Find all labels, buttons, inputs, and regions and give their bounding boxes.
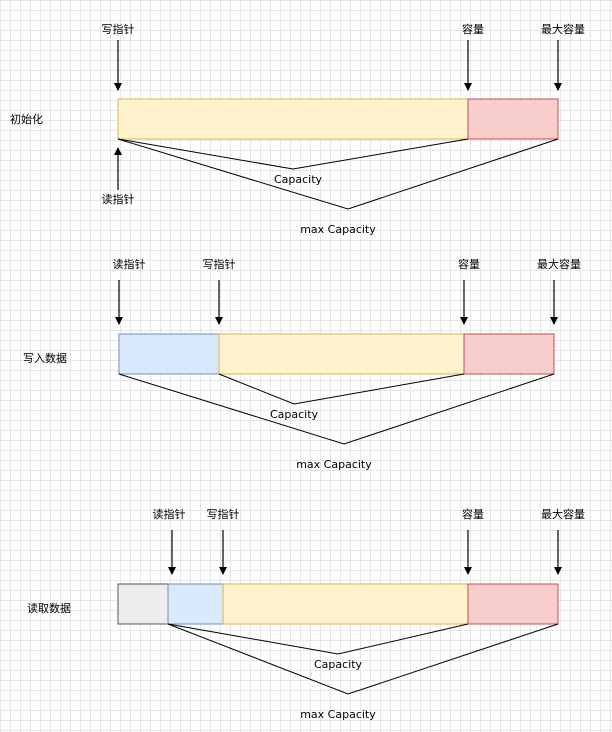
- read-pointer-label: 读指针: [102, 192, 135, 206]
- readable-segment: [118, 333, 220, 375]
- reserve-segment: [463, 333, 555, 375]
- writable-segment: [117, 98, 469, 140]
- writable-segment: [218, 333, 465, 375]
- readable-segment: [167, 583, 224, 625]
- capacity-marker-label: 容量: [458, 257, 480, 271]
- max-capacity-label: max Capacity: [296, 458, 372, 471]
- max-capacity-brace: [118, 373, 555, 445]
- max-capacity-brace: [117, 138, 559, 210]
- max-capacity-marker-label: 最大容量: [541, 507, 585, 521]
- writable-segment: [222, 583, 469, 625]
- reserve-segment: [467, 98, 559, 140]
- capacity-label: Capacity: [314, 658, 363, 671]
- read-pointer-label: 读指针: [113, 257, 146, 271]
- read-pointer-label: 读指针: [153, 507, 186, 521]
- write-pointer-label: 写指针: [102, 22, 135, 36]
- capacity-marker-label: 容量: [462, 507, 484, 521]
- stage-read-data: 读取数据 读指针 写指针 容量 最大容量 Capacity max Capaci…: [27, 507, 585, 721]
- stage-write-data: 写入数据 读指针 写指针 容量 最大容量 Capacity max Capaci…: [23, 257, 581, 471]
- capacity-brace: [117, 138, 469, 170]
- stage-title: 读取数据: [27, 601, 71, 615]
- max-capacity-label: max Capacity: [300, 708, 376, 721]
- write-pointer-label: 写指针: [203, 257, 236, 271]
- capacity-brace: [167, 623, 469, 655]
- stage-title: 写入数据: [23, 351, 67, 365]
- max-capacity-brace: [167, 623, 559, 695]
- capacity-brace: [218, 373, 465, 405]
- capacity-marker-label: 容量: [462, 22, 484, 36]
- stage-initialize: 初始化 写指针 容量 最大容量 读指针 Capacity max Capacit…: [10, 22, 585, 236]
- max-capacity-marker-label: 最大容量: [541, 22, 585, 36]
- capacity-label: Capacity: [274, 173, 323, 186]
- capacity-label: Capacity: [270, 408, 319, 421]
- stage-title: 初始化: [10, 112, 43, 126]
- reserve-segment: [467, 583, 559, 625]
- discardable-segment: [117, 583, 169, 625]
- max-capacity-marker-label: 最大容量: [537, 257, 581, 271]
- write-pointer-label: 写指针: [207, 507, 240, 521]
- max-capacity-label: max Capacity: [300, 223, 376, 236]
